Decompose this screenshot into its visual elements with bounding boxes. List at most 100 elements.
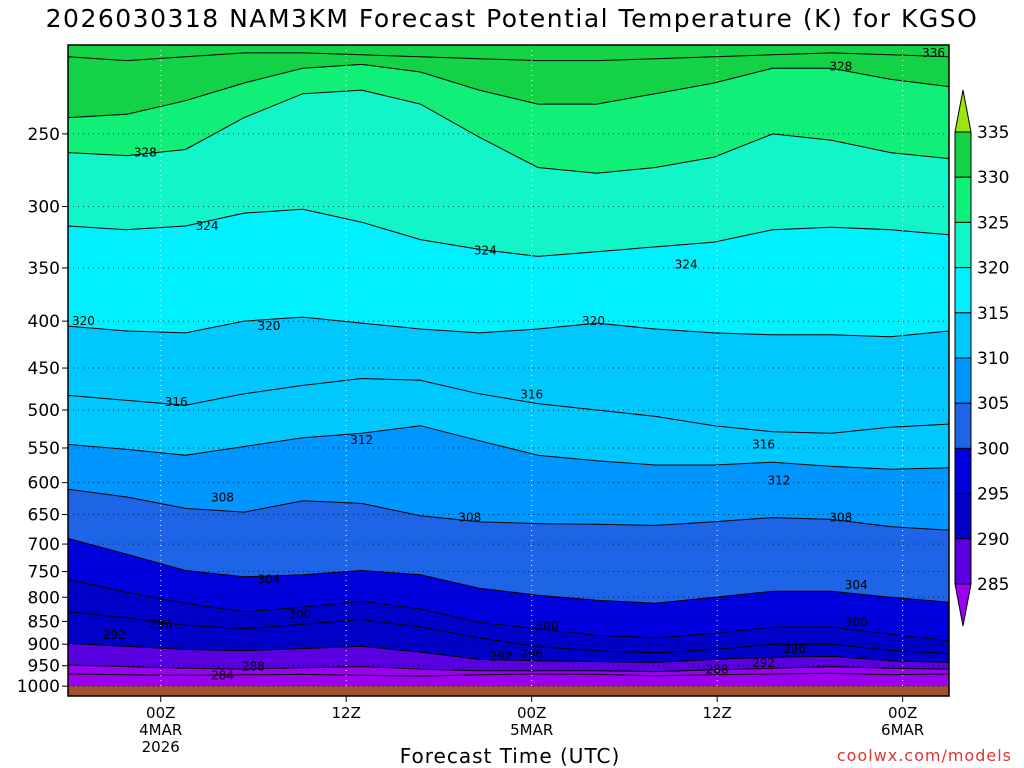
isentrope-328	[68, 89, 949, 174]
contour-label: 292	[752, 656, 775, 670]
colorbar-box	[954, 267, 972, 314]
contour-label: 296	[783, 642, 806, 656]
x-tick-label: 4MAR	[139, 721, 182, 739]
y-tick-label: 300	[28, 198, 60, 218]
y-tick-label: 850	[28, 612, 60, 632]
y-tick-label: 1000	[17, 677, 60, 697]
contour-label: 292	[489, 649, 512, 663]
isentrope-320	[68, 316, 949, 338]
x-tick-label: 00Z	[146, 704, 175, 722]
contour-label: 288	[242, 660, 265, 674]
x-tick-label: 6MAR	[881, 721, 924, 739]
colorbar-label: 300	[977, 439, 1009, 459]
contour-label: 336	[922, 46, 945, 60]
colorbar-box	[954, 176, 972, 223]
isentrope-308	[68, 488, 949, 531]
x-tick-label: 2026	[142, 738, 180, 756]
colorbar-label: 290	[977, 530, 1009, 550]
chart-title: 2026030318 NAM3KM Forecast Potential Tem…	[45, 4, 979, 33]
isentrope-296	[68, 611, 949, 655]
contour-label: 296	[149, 617, 172, 631]
y-tick-label: 800	[28, 588, 60, 608]
y-tick-label: 600	[28, 474, 60, 494]
contour-label: 328	[829, 59, 852, 73]
isentrope-324	[68, 208, 949, 257]
contour-label: 328	[134, 146, 157, 160]
contour-label: 320	[257, 319, 280, 333]
colorbar-box	[954, 221, 972, 269]
colorbar-box	[954, 493, 972, 540]
contour-label: 300	[845, 615, 868, 629]
y-tick-label: 750	[28, 563, 60, 583]
colorbar-bottom-arrow	[954, 583, 972, 627]
plot-frame	[67, 44, 950, 697]
colorbar-box	[954, 131, 972, 178]
contour-label: 288	[706, 662, 729, 676]
colorbar-label: 315	[977, 304, 1009, 324]
y-tick-label: 250	[28, 125, 60, 145]
theta-fill-layer	[68, 45, 949, 696]
colorbar-box	[954, 447, 972, 495]
source-credit: coolwx.com/models	[836, 746, 1012, 765]
ground-fill	[68, 686, 949, 696]
isentrope-336	[68, 52, 949, 62]
x-tick-label: 5MAR	[510, 721, 553, 739]
contour-label: 284	[211, 669, 234, 683]
isentrope-292	[68, 642, 949, 663]
grid-lines	[68, 45, 949, 687]
x-tick-label: 12Z	[702, 704, 731, 722]
colorbar: 335 330 325 320 315 310 305 300 295 290 285	[954, 89, 1009, 627]
contour-label: 308	[829, 511, 852, 525]
contour-label: 324	[675, 258, 698, 272]
x-tick-label: 00Z	[517, 704, 546, 722]
y-tick-label: 900	[28, 635, 60, 655]
contour-label: 304	[257, 572, 280, 586]
contour-label: 316	[520, 388, 543, 402]
isentrope-332	[68, 63, 949, 119]
colorbar-label: 320	[977, 259, 1009, 279]
contour-label: 312	[350, 433, 373, 447]
y-axis: 250 300 350 400 450 500 550 600 650 700 750 800 850 9…	[17, 125, 68, 697]
colorbar-box	[954, 312, 972, 359]
colorbar-label: 310	[977, 349, 1009, 369]
isentrope-316	[68, 377, 949, 434]
y-tick-label: 950	[28, 657, 60, 677]
contour-labels: 328 328 336 324 324 324 320 320 320 316 316 316 312 3…	[72, 46, 945, 683]
colorbar-label: 325	[977, 213, 1009, 233]
y-tick-label: 650	[28, 506, 60, 526]
colorbar-box	[954, 357, 972, 404]
colorbar-top-arrow	[954, 89, 972, 133]
x-tick-label: 12Z	[332, 704, 361, 722]
contour-label: 316	[165, 395, 188, 409]
contour-label: 304	[845, 578, 868, 592]
colorbar-label: 305	[977, 394, 1009, 414]
contour-label: 292	[103, 628, 126, 642]
contour-label: 296	[520, 647, 543, 661]
x-axis-title: Forecast Time (UTC)	[399, 744, 621, 768]
y-tick-label: 500	[28, 401, 60, 421]
contour-label: 308	[211, 491, 234, 505]
contour-label: 308	[458, 511, 481, 525]
colorbar-label: 330	[977, 168, 1009, 188]
colorbar-box	[954, 402, 972, 449]
contour-label: 324	[196, 219, 219, 233]
colorbar-label: 335	[977, 123, 1009, 143]
colorbar-label: 285	[977, 575, 1009, 595]
isentrope-304	[68, 537, 949, 604]
colorbar-box	[954, 538, 972, 585]
contour-label: 316	[752, 437, 775, 451]
contour-label: 312	[768, 474, 791, 488]
isentrope-284	[68, 672, 949, 677]
y-tick-label: 700	[28, 535, 60, 555]
y-tick-label: 350	[28, 259, 60, 279]
y-tick-label: 550	[28, 439, 60, 459]
contour-label: 320	[582, 314, 605, 328]
colorbar-label: 295	[977, 485, 1009, 505]
y-tick-label: 400	[28, 312, 60, 332]
contour-label: 300	[288, 607, 311, 621]
y-tick-label: 450	[28, 359, 60, 379]
contour-label: 300	[536, 619, 559, 633]
isentrope-288	[68, 664, 949, 673]
